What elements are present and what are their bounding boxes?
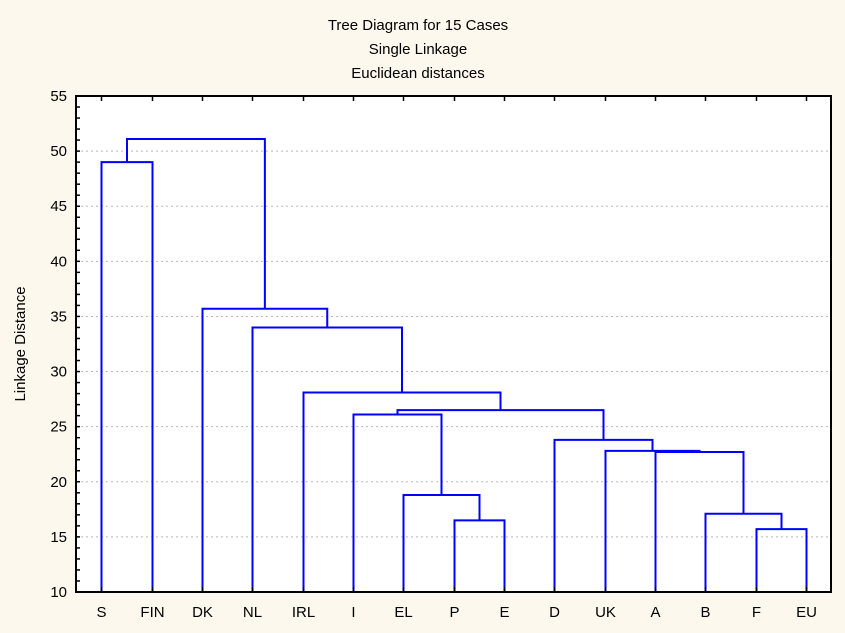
chart-subtitle-distance: Euclidean distances (351, 65, 484, 82)
x-tick-label-i: I (351, 604, 355, 621)
x-tick-label-p: P (449, 604, 459, 621)
y-tick-label: 15 (50, 529, 67, 546)
y-tick-label: 35 (50, 308, 67, 325)
dendrogram-link-c4 (654, 451, 745, 592)
y-tick-label: 10 (50, 584, 67, 601)
y-tick-label: 55 (50, 88, 67, 105)
plot-frame (75, 95, 832, 593)
x-tick-label-nl: NL (243, 604, 262, 621)
x-tick-label-b: B (700, 604, 710, 621)
x-tick-label-irl: IRL (292, 604, 315, 621)
dendrogram-link-c12 (251, 326, 403, 592)
y-tick-label: 45 (50, 198, 67, 215)
x-tick-label-s: S (96, 604, 106, 621)
x-tick-label-e: E (499, 604, 509, 621)
y-axis-label: Linkage Distance (12, 286, 29, 401)
x-tick-label-dk: DK (192, 604, 213, 621)
y-tick-label: 25 (50, 419, 67, 436)
x-tick-label-uk: UK (595, 604, 616, 621)
dendrogram-link-c7 (453, 519, 506, 592)
x-tick-label-el: EL (394, 604, 412, 621)
x-tick-label-fin: FIN (140, 604, 164, 621)
x-tick-label-a: A (650, 604, 660, 621)
dendrogram-link-c11 (302, 391, 502, 592)
chart-title: Tree Diagram for 15 Cases (328, 17, 508, 34)
y-tick-label: 50 (50, 143, 67, 160)
y-tick-label: 20 (50, 474, 67, 491)
dendrogram-link-c13 (201, 307, 329, 592)
chart-subtitle-linkage: Single Linkage (369, 41, 467, 58)
plot-area (76, 96, 831, 592)
x-tick-label-eu: EU (796, 604, 817, 621)
y-tick-label: 30 (50, 364, 67, 381)
x-tick-label-f: F (752, 604, 761, 621)
x-tick-label-d: D (549, 604, 560, 621)
dendrogram-link-c5 (604, 449, 701, 592)
dendrogram-link-c14 (126, 137, 266, 309)
y-tick-label: 40 (50, 253, 67, 270)
